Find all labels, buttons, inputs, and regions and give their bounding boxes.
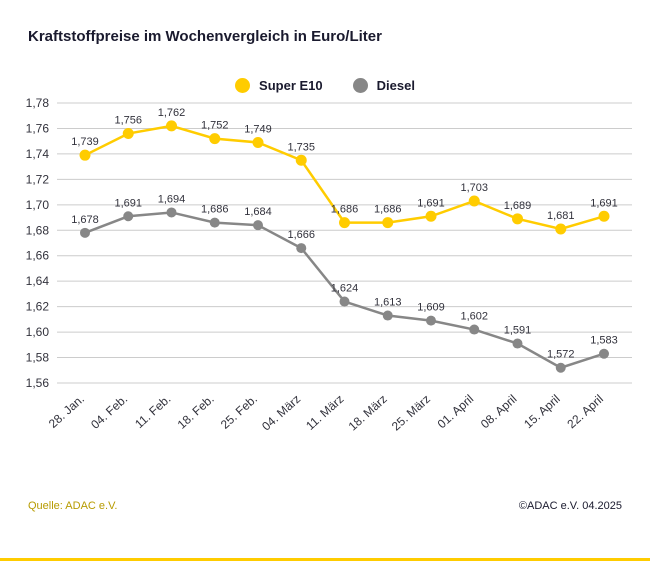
diesel-value-label: 1,686 (201, 204, 229, 216)
super-e10-value-label: 1,689 (504, 200, 532, 212)
super-e10-value-label: 1,739 (71, 136, 99, 148)
diesel-value-label: 1,666 (287, 229, 315, 241)
super-e10-data-point (468, 195, 480, 207)
x-tick-label: 25. Feb. (218, 392, 260, 432)
super-e10-data-point (555, 223, 567, 235)
legend-label-diesel: Diesel (376, 78, 415, 93)
y-tick-label: 1,56 (26, 376, 50, 390)
super-e10-data-point (512, 213, 523, 225)
x-tick-label: 25. März (389, 392, 433, 434)
super-e10-value-label: 1,752 (201, 120, 229, 132)
super-e10-data-point (339, 217, 350, 229)
legend-label-super-e10: Super E10 (259, 78, 323, 93)
diesel-data-point (426, 315, 436, 326)
footer: Quelle: ADAC e.V. ©ADAC e.V. 04.2025 (28, 500, 622, 512)
diesel-value-label: 1,602 (460, 311, 488, 323)
x-tick-label: 15. April (521, 392, 563, 431)
diesel-data-point (382, 310, 393, 321)
chart-legend: Super E10 Diesel (0, 78, 650, 93)
super-e10-value-label: 1,686 (331, 204, 359, 216)
x-tick-label: 04. Feb. (88, 392, 130, 432)
super-e10-data-point (252, 136, 264, 148)
diesel-value-label: 1,583 (590, 335, 618, 347)
diesel-value-label: 1,684 (244, 206, 272, 218)
super-e10-data-point (166, 120, 177, 132)
super-e10-value-label: 1,691 (417, 197, 445, 209)
y-tick-label: 1,64 (26, 274, 50, 288)
diesel-data-point (555, 362, 566, 373)
diesel-value-label: 1,572 (547, 349, 575, 361)
super-e10-value-label: 1,735 (287, 141, 315, 153)
super-e10-value-label: 1,749 (244, 123, 272, 135)
diesel-value-label: 1,609 (417, 302, 445, 314)
accent-bar (0, 558, 650, 561)
x-tick-label: 04. März (259, 392, 303, 434)
diesel-data-point (512, 338, 523, 349)
y-tick-label: 1,68 (26, 223, 50, 237)
x-tick-label: 01. April (435, 392, 477, 431)
super-e10-data-point (209, 133, 221, 145)
super-e10-value-label: 1,703 (460, 182, 488, 194)
diesel-data-point (209, 217, 220, 228)
y-tick-label: 1,62 (26, 300, 50, 314)
y-tick-label: 1,58 (26, 351, 50, 365)
super-e10-value-label: 1,681 (547, 210, 575, 222)
diesel-data-point (469, 324, 480, 335)
diesel-data-point (123, 211, 134, 222)
x-tick-label: 11. Feb. (132, 392, 173, 431)
super-e10-data-point (79, 149, 91, 161)
x-tick-label: 18. März (346, 392, 390, 434)
super-e10-value-label: 1,762 (158, 107, 186, 119)
x-tick-label: 11. März (303, 392, 346, 433)
super-e10-marker-icon (235, 78, 251, 93)
diesel-value-label: 1,624 (331, 283, 359, 295)
copyright-text: ©ADAC e.V. 04.2025 (518, 500, 622, 512)
page-title: Kraftstoffpreise im Wochenvergleich in E… (28, 28, 382, 45)
legend-item-super-e10: Super E10 (235, 78, 323, 93)
super-e10-value-label: 1,686 (374, 204, 402, 216)
diesel-value-label: 1,694 (158, 193, 186, 205)
y-tick-label: 1,60 (26, 325, 50, 339)
y-tick-label: 1,72 (26, 172, 50, 186)
legend-item-diesel: Diesel (352, 78, 415, 93)
super-e10-data-point (425, 210, 437, 222)
y-tick-label: 1,74 (26, 147, 50, 161)
diesel-value-label: 1,691 (114, 197, 142, 209)
x-tick-label: 22. April (564, 392, 606, 431)
super-e10-data-point (382, 217, 394, 229)
diesel-data-point (253, 220, 263, 231)
diesel-value-label: 1,678 (71, 214, 99, 226)
diesel-data-point (339, 296, 350, 307)
diesel-data-point (599, 348, 609, 359)
diesel-value-label: 1,613 (374, 297, 402, 309)
diesel-marker-icon (352, 78, 368, 93)
y-tick-label: 1,70 (26, 198, 50, 212)
super-e10-data-point (122, 128, 134, 140)
diesel-data-point (166, 207, 177, 218)
y-tick-label: 1,78 (26, 96, 50, 110)
y-tick-label: 1,76 (26, 121, 50, 135)
super-e10-data-point (295, 154, 307, 166)
x-tick-label: 18. Feb. (175, 392, 217, 432)
source-text: Quelle: ADAC e.V. (28, 500, 118, 512)
y-tick-label: 1,66 (26, 249, 50, 263)
super-e10-data-point (598, 210, 610, 222)
chart-area: 1,78 1,76 1,74 1,72 1,70 1,68 1,66 1,64 1,62 1,60… (0, 95, 650, 460)
super-e10-value-label: 1,691 (590, 197, 618, 209)
diesel-data-point (296, 243, 307, 254)
super-e10-value-label: 1,756 (114, 115, 142, 127)
x-tick-label: 28. Jan. (46, 392, 87, 431)
diesel-data-point (80, 227, 90, 238)
diesel-value-label: 1,591 (504, 325, 532, 337)
x-tick-label: 08. April (478, 392, 520, 431)
fuel-price-line-chart: 1,78 1,76 1,74 1,72 1,70 1,68 1,66 1,64 1,62 1,60… (26, 96, 632, 434)
